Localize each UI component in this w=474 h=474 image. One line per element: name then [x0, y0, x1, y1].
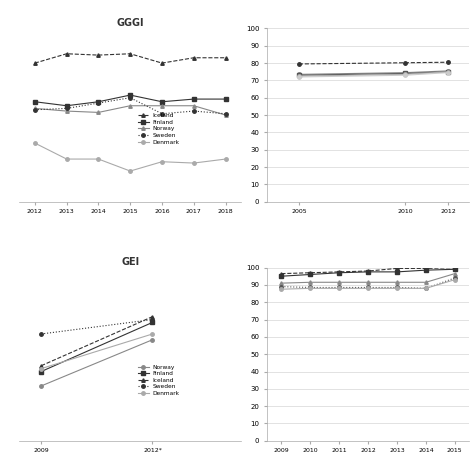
Legend: Iceland, Finland, Norway, Sweden, Denmark: Iceland, Finland, Norway, Sweden, Denmar…	[137, 113, 179, 145]
Title: GGGI: GGGI	[117, 18, 144, 27]
Legend: Norway, Finland, Iceland, Sweden, Denmark: Norway, Finland, Iceland, Sweden, Denmar…	[137, 365, 179, 396]
Title: GEI: GEI	[121, 257, 139, 267]
